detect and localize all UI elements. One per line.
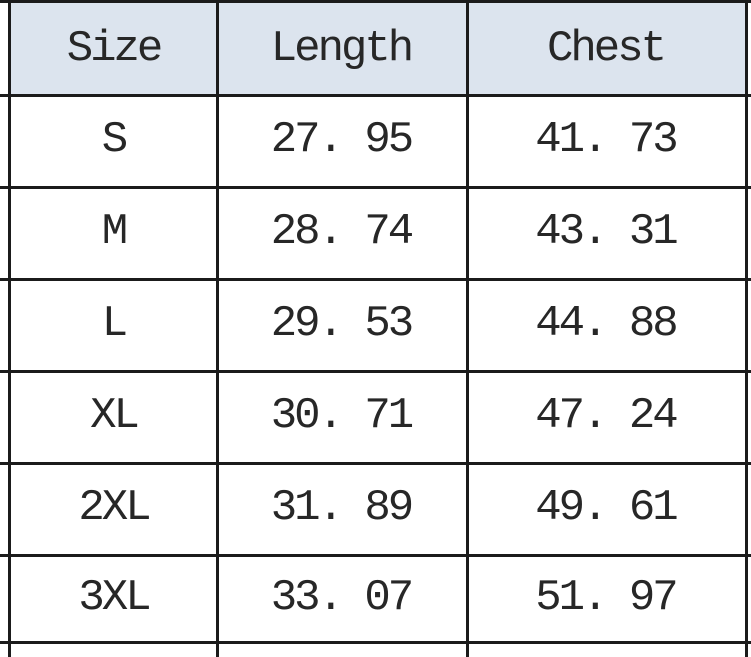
size-cell: S (11, 94, 216, 186)
grid-line-horizontal (0, 186, 751, 189)
grid-line-horizontal (0, 94, 751, 97)
grid-line-vertical (8, 0, 11, 657)
chest-cell: 47. 24 (466, 370, 745, 462)
length-cell: 28. 74 (216, 186, 466, 278)
length-cell: 33. 07 (216, 554, 466, 641)
grid-line-horizontal (0, 641, 751, 644)
grid-line-vertical (745, 0, 748, 657)
table-row: M 28. 74 43. 31 (11, 186, 745, 278)
table-row: L 29. 53 44. 88 (11, 278, 745, 370)
table-row: S 27. 95 41. 73 (11, 94, 745, 186)
length-cell: 30. 71 (216, 370, 466, 462)
length-cell: 27. 95 (216, 94, 466, 186)
size-cell: XL (11, 370, 216, 462)
grid-line-horizontal (0, 554, 751, 557)
grid-line-vertical (216, 0, 219, 657)
table-row: 3XL 33. 07 51. 97 (11, 554, 745, 641)
size-cell: L (11, 278, 216, 370)
header-cell-size: Size (11, 3, 216, 94)
grid-line-horizontal (0, 0, 751, 3)
chest-cell: 41. 73 (466, 94, 745, 186)
length-cell: 31. 89 (216, 462, 466, 554)
header-cell-length: Length (216, 3, 466, 94)
grid-line-horizontal (0, 370, 751, 373)
grid-line-horizontal (0, 462, 751, 465)
size-cell: 2XL (11, 462, 216, 554)
chest-cell: 49. 61 (466, 462, 745, 554)
chest-cell: 43. 31 (466, 186, 745, 278)
length-cell: 29. 53 (216, 278, 466, 370)
table-row: XL 30. 71 47. 24 (11, 370, 745, 462)
size-cell: M (11, 186, 216, 278)
header-row: Size Length Chest (11, 3, 745, 94)
chest-cell: 44. 88 (466, 278, 745, 370)
size-chart-table: Size Length Chest S 27. 95 41. 73 M 28. … (11, 3, 745, 641)
table-body: S 27. 95 41. 73 M 28. 74 43. 31 L 29. 53… (11, 94, 745, 641)
grid-line-vertical (466, 0, 469, 657)
table-row: 2XL 31. 89 49. 61 (11, 462, 745, 554)
size-cell: 3XL (11, 554, 216, 641)
chest-cell: 51. 97 (466, 554, 745, 641)
header-cell-chest: Chest (466, 3, 745, 94)
grid-line-horizontal (0, 278, 751, 281)
